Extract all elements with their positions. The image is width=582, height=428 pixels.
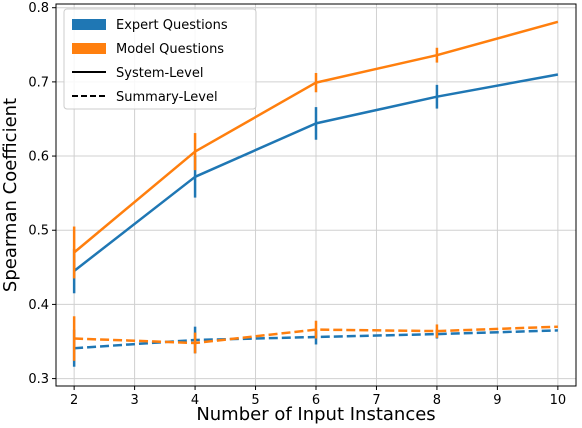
y-tick-label: 0.6 (28, 150, 49, 165)
x-tick-label: 3 (130, 393, 138, 408)
x-tick-label: 8 (433, 393, 441, 408)
legend-swatch (72, 19, 106, 30)
series-model-questions-system-level (72, 20, 559, 279)
y-tick-label: 0.5 (28, 224, 49, 239)
y-tick-label: 0.4 (28, 298, 49, 313)
legend-label: Summary-Level (116, 90, 218, 105)
x-tick-label: 7 (372, 393, 380, 408)
legend-label: Expert Questions (116, 18, 228, 33)
y-tick-label: 0.8 (28, 1, 49, 16)
legend: Expert Questions Model Questions System-Le… (63, 8, 257, 110)
y-tick-label: 0.3 (28, 372, 49, 387)
ticks: 2 3 4 5 6 7 8 9 10 0.3 0.4 0.5 0.6 0.7 0.8 (28, 1, 566, 408)
x-tick-label: 10 (550, 393, 567, 408)
legend-label: Model Questions (116, 42, 224, 57)
legend-label: System-Level (116, 66, 203, 81)
x-tick-label: 5 (251, 393, 259, 408)
y-axis-label: Spearman Coefficient (0, 98, 21, 292)
x-tick-label: 6 (312, 393, 320, 408)
y-tick-label: 0.7 (28, 75, 49, 90)
x-tick-label: 2 (70, 393, 78, 408)
x-tick-label: 9 (493, 393, 501, 408)
legend-swatch (72, 43, 106, 54)
x-tick-label: 4 (191, 393, 199, 408)
legend-box (63, 8, 257, 110)
series-model-questions-summary-level (72, 316, 558, 361)
x-axis-label: Number of Input Instances (196, 404, 435, 425)
series-layer (72, 20, 559, 367)
